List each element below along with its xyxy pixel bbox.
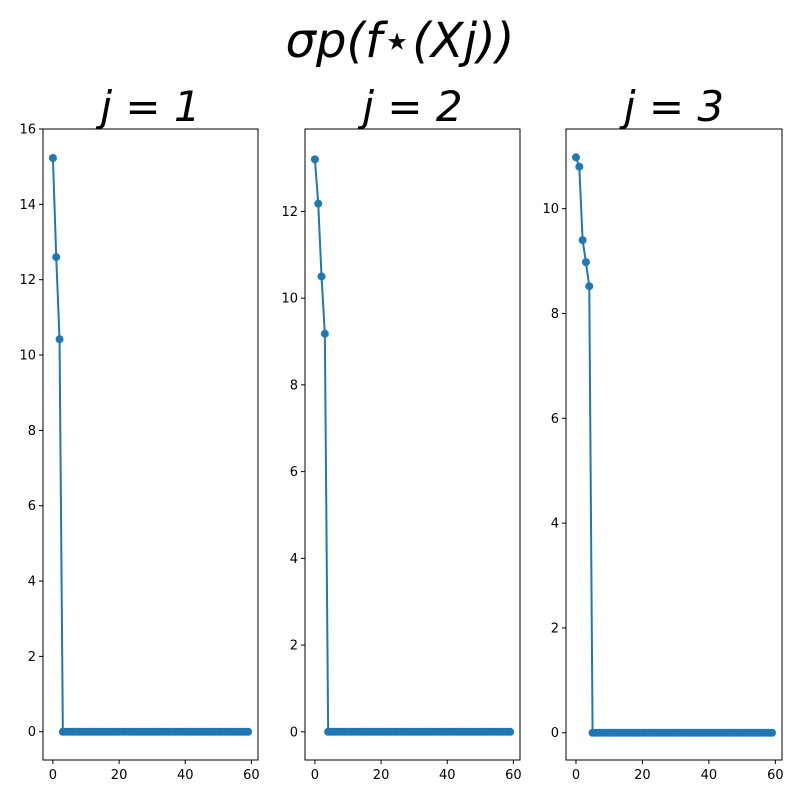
y-tick-label: 4 bbox=[551, 517, 559, 532]
data-point bbox=[317, 272, 326, 281]
subplot-title: j = 2 bbox=[357, 82, 462, 131]
y-tick-label: 4 bbox=[290, 552, 298, 567]
data-point bbox=[585, 282, 594, 291]
y-tick-label: 0 bbox=[551, 726, 559, 741]
subplot-1: j = 1 0 20 40 60 0 2 4 6 8 10 12 14 16 bbox=[19, 82, 259, 783]
axes-frame bbox=[42, 128, 259, 761]
y-tick-label: 10 bbox=[281, 292, 298, 307]
x-tick-label: 40 bbox=[177, 768, 194, 783]
x-tick-label: 0 bbox=[311, 768, 319, 783]
y-tick-label: 16 bbox=[19, 123, 36, 138]
axes-frame bbox=[565, 128, 783, 761]
data-point bbox=[571, 153, 580, 162]
y-tick-label: 14 bbox=[19, 198, 36, 213]
axes-frame bbox=[304, 128, 521, 761]
data-point bbox=[768, 728, 777, 737]
subplot-title: j = 1 bbox=[95, 82, 200, 131]
y-tick-label: 6 bbox=[28, 499, 36, 514]
y-tick-label: 6 bbox=[290, 465, 298, 480]
x-tick-label: 60 bbox=[243, 768, 260, 783]
x-tick-label: 0 bbox=[49, 768, 57, 783]
x-tick-label: 20 bbox=[634, 768, 651, 783]
y-tick-label: 10 bbox=[542, 202, 559, 217]
data-point bbox=[244, 727, 253, 736]
y-tick-label: 2 bbox=[290, 639, 298, 654]
y-tick-label: 12 bbox=[19, 273, 36, 288]
data-point bbox=[55, 335, 64, 344]
x-tick-label: 20 bbox=[111, 768, 128, 783]
x-tick-label: 20 bbox=[373, 768, 390, 783]
x-tick-label: 60 bbox=[505, 768, 522, 783]
y-tick-label: 0 bbox=[28, 725, 36, 740]
y-tick-label: 0 bbox=[290, 725, 298, 740]
x-tick-label: 40 bbox=[701, 768, 718, 783]
data-point bbox=[310, 155, 319, 164]
data-point bbox=[581, 258, 590, 267]
y-tick-label: 6 bbox=[551, 412, 559, 427]
figure-title: σp(f⋆(Xj)) bbox=[286, 13, 515, 69]
y-tick-label: 2 bbox=[28, 650, 36, 665]
data-point bbox=[48, 154, 57, 163]
data-point bbox=[314, 199, 323, 208]
data-point bbox=[575, 162, 584, 171]
y-tick-label: 8 bbox=[551, 307, 559, 322]
series-line bbox=[313, 159, 511, 733]
y-tick-label: 10 bbox=[19, 349, 36, 364]
subplot-3: j = 3 0 20 40 60 0 2 4 6 8 10 bbox=[542, 82, 783, 783]
series-line bbox=[575, 156, 773, 734]
y-tick-label: 12 bbox=[281, 205, 298, 220]
x-tick-label: 0 bbox=[572, 768, 580, 783]
y-tick-label: 8 bbox=[28, 424, 36, 439]
x-tick-label: 40 bbox=[439, 768, 456, 783]
data-point bbox=[506, 727, 515, 736]
data-point bbox=[578, 236, 587, 245]
data-point bbox=[52, 253, 61, 262]
subplot-title: j = 3 bbox=[619, 82, 724, 131]
y-tick-label: 4 bbox=[28, 575, 36, 590]
y-tick-label: 8 bbox=[290, 378, 298, 393]
series-line bbox=[51, 157, 249, 733]
x-tick-label: 60 bbox=[767, 768, 784, 783]
y-tick-label: 2 bbox=[551, 621, 559, 636]
data-point bbox=[320, 329, 329, 338]
subplot-2: j = 2 0 20 40 60 0 2 4 6 8 10 12 bbox=[281, 82, 521, 783]
